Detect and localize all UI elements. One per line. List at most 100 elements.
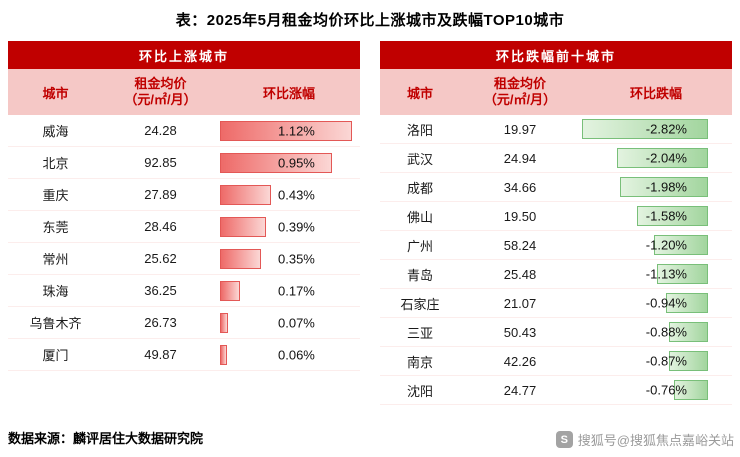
bar-track — [582, 264, 708, 284]
city-cell: 佛山 — [406, 209, 433, 225]
bar-track — [582, 119, 708, 139]
change-cell: 1.12% — [218, 115, 360, 146]
change-cell: -1.13% — [580, 260, 732, 288]
bar-track — [220, 280, 352, 301]
price-cell: 92.85 — [144, 155, 177, 170]
table-row: 三亚 50.43 -0.88% — [380, 318, 732, 347]
price-cell: 42.26 — [503, 353, 537, 369]
city-cell: 洛阳 — [406, 122, 433, 138]
fall-bar — [654, 235, 708, 255]
change-cell: -1.98% — [580, 173, 732, 201]
bar-track — [220, 344, 352, 365]
watermark-text: 搜狐号@搜狐焦点嘉峪关站 — [577, 433, 734, 448]
change-value: 0.39% — [278, 219, 315, 234]
change-cell: 0.39% — [218, 211, 360, 242]
change-value: 0.17% — [278, 283, 315, 298]
city-cell: 北京 — [42, 156, 69, 171]
rise-column-header: 城市 租金均价 （元/㎡/月） 环比涨幅 — [8, 69, 360, 115]
city-cell: 威海 — [42, 124, 69, 139]
bar-track — [582, 293, 708, 313]
fall-bar — [582, 119, 708, 139]
change-value: -2.04% — [645, 150, 687, 166]
table-row: 威海 24.28 1.12% — [8, 115, 360, 147]
table-row: 洛阳 19.97 -2.82% — [380, 115, 732, 144]
change-cell: -1.20% — [580, 231, 732, 259]
bar-track — [220, 312, 352, 333]
change-value: 0.95% — [278, 155, 315, 170]
bar-track — [220, 184, 352, 205]
fall-bar — [668, 322, 708, 342]
city-cell: 三亚 — [406, 325, 433, 341]
fall-column-price: 租金均价 （元/㎡/月） — [460, 76, 580, 109]
city-cell: 石家庄 — [400, 296, 440, 312]
price-cell: 25.62 — [144, 251, 177, 266]
change-cell: 0.06% — [218, 339, 360, 370]
fall-rows: 洛阳 19.97 -2.82% 武汉 24.94 -2.04% 成都 34.66 -1.98% 佛… — [380, 115, 732, 405]
price-cell: 25.48 — [503, 266, 537, 282]
city-cell: 成都 — [406, 180, 433, 196]
fall-bar — [657, 264, 708, 284]
price-cell: 19.50 — [503, 208, 537, 224]
bar-track — [582, 322, 708, 342]
table-row: 重庆 27.89 0.43% — [8, 179, 360, 211]
change-cell: -0.76% — [580, 376, 732, 404]
fall-panel: 环比跌幅前十城市 城市 租金均价 （元/㎡/月） 环比跌幅 洛阳 19.97 -2.… — [380, 41, 732, 405]
sohu-logo-icon: S — [555, 431, 573, 448]
change-cell: -0.94% — [580, 289, 732, 317]
change-cell: 0.95% — [218, 147, 360, 178]
change-value: -1.58% — [645, 208, 687, 224]
change-value: -2.82% — [645, 121, 687, 137]
price-cell: 19.97 — [503, 121, 537, 137]
city-cell: 厦门 — [42, 348, 69, 363]
rise-bar — [220, 344, 228, 365]
city-cell: 南京 — [406, 354, 433, 370]
table-row: 乌鲁木齐 26.73 0.07% — [8, 307, 360, 339]
fall-bar — [616, 148, 708, 168]
table-row: 珠海 36.25 0.17% — [8, 275, 360, 307]
fall-bar — [673, 380, 708, 400]
table-row: 厦门 49.87 0.06% — [8, 339, 360, 371]
city-cell: 广州 — [406, 238, 433, 254]
city-cell: 武汉 — [406, 151, 433, 167]
price-cell: 21.07 — [503, 295, 537, 311]
rise-column-change: 环比涨幅 — [262, 85, 315, 101]
change-cell: -2.04% — [580, 144, 732, 172]
table-row: 东莞 28.46 0.39% — [8, 211, 360, 243]
fall-bar — [637, 206, 708, 226]
change-value: 0.43% — [278, 187, 315, 202]
bar-track — [582, 351, 708, 371]
price-cell: 24.94 — [503, 150, 537, 166]
change-value: -1.13% — [645, 266, 687, 282]
fall-column-price-line1: 租金均价 — [493, 75, 546, 91]
fall-bar — [666, 293, 708, 313]
change-cell: -0.87% — [580, 347, 732, 375]
city-cell: 重庆 — [42, 188, 69, 203]
price-cell: 26.73 — [144, 315, 177, 330]
change-value: 0.07% — [278, 315, 315, 330]
change-value: 0.06% — [278, 347, 315, 362]
change-cell: 0.17% — [218, 275, 360, 306]
price-cell: 36.25 — [144, 283, 177, 298]
change-cell: 0.43% — [218, 179, 360, 210]
price-cell: 24.77 — [503, 382, 537, 398]
fall-column-change: 环比跌幅 — [629, 85, 682, 101]
change-value: -0.87% — [645, 353, 687, 369]
table-row: 武汉 24.94 -2.04% — [380, 144, 732, 173]
change-cell: -0.88% — [580, 318, 732, 346]
change-value: -0.76% — [645, 382, 687, 398]
rise-bar — [220, 152, 332, 173]
table-row: 沈阳 24.77 -0.76% — [380, 376, 732, 405]
panels: 环比上涨城市 城市 租金均价 （元/㎡/月） 环比涨幅 威海 24.28 1.12%… — [0, 41, 740, 405]
rise-bar — [220, 280, 241, 301]
change-cell: 0.07% — [218, 307, 360, 338]
price-cell: 50.43 — [503, 324, 537, 340]
bar-track — [220, 216, 352, 237]
table-row: 青岛 25.48 -1.13% — [380, 260, 732, 289]
table-row: 广州 58.24 -1.20% — [380, 231, 732, 260]
rise-bar — [220, 120, 352, 141]
city-cell: 青岛 — [406, 267, 433, 283]
page: 表：2025年5月租金均价环比上涨城市及跌幅TOP10城市 环比上涨城市 城市 … — [0, 12, 740, 448]
data-source: 数据来源：麟评居住大数据研究院 — [8, 431, 204, 446]
price-cell: 58.24 — [503, 237, 537, 253]
rise-column-price: 租金均价 （元/㎡/月） — [103, 76, 218, 109]
